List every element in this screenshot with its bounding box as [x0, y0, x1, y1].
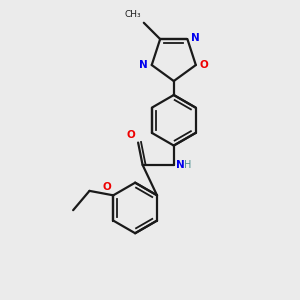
Text: N: N — [191, 33, 200, 43]
Text: O: O — [102, 182, 111, 192]
Text: CH₃: CH₃ — [125, 10, 141, 19]
Text: O: O — [200, 60, 208, 70]
Text: N: N — [140, 60, 148, 70]
Text: O: O — [126, 130, 135, 140]
Text: H: H — [184, 160, 192, 170]
Text: N: N — [176, 160, 185, 170]
